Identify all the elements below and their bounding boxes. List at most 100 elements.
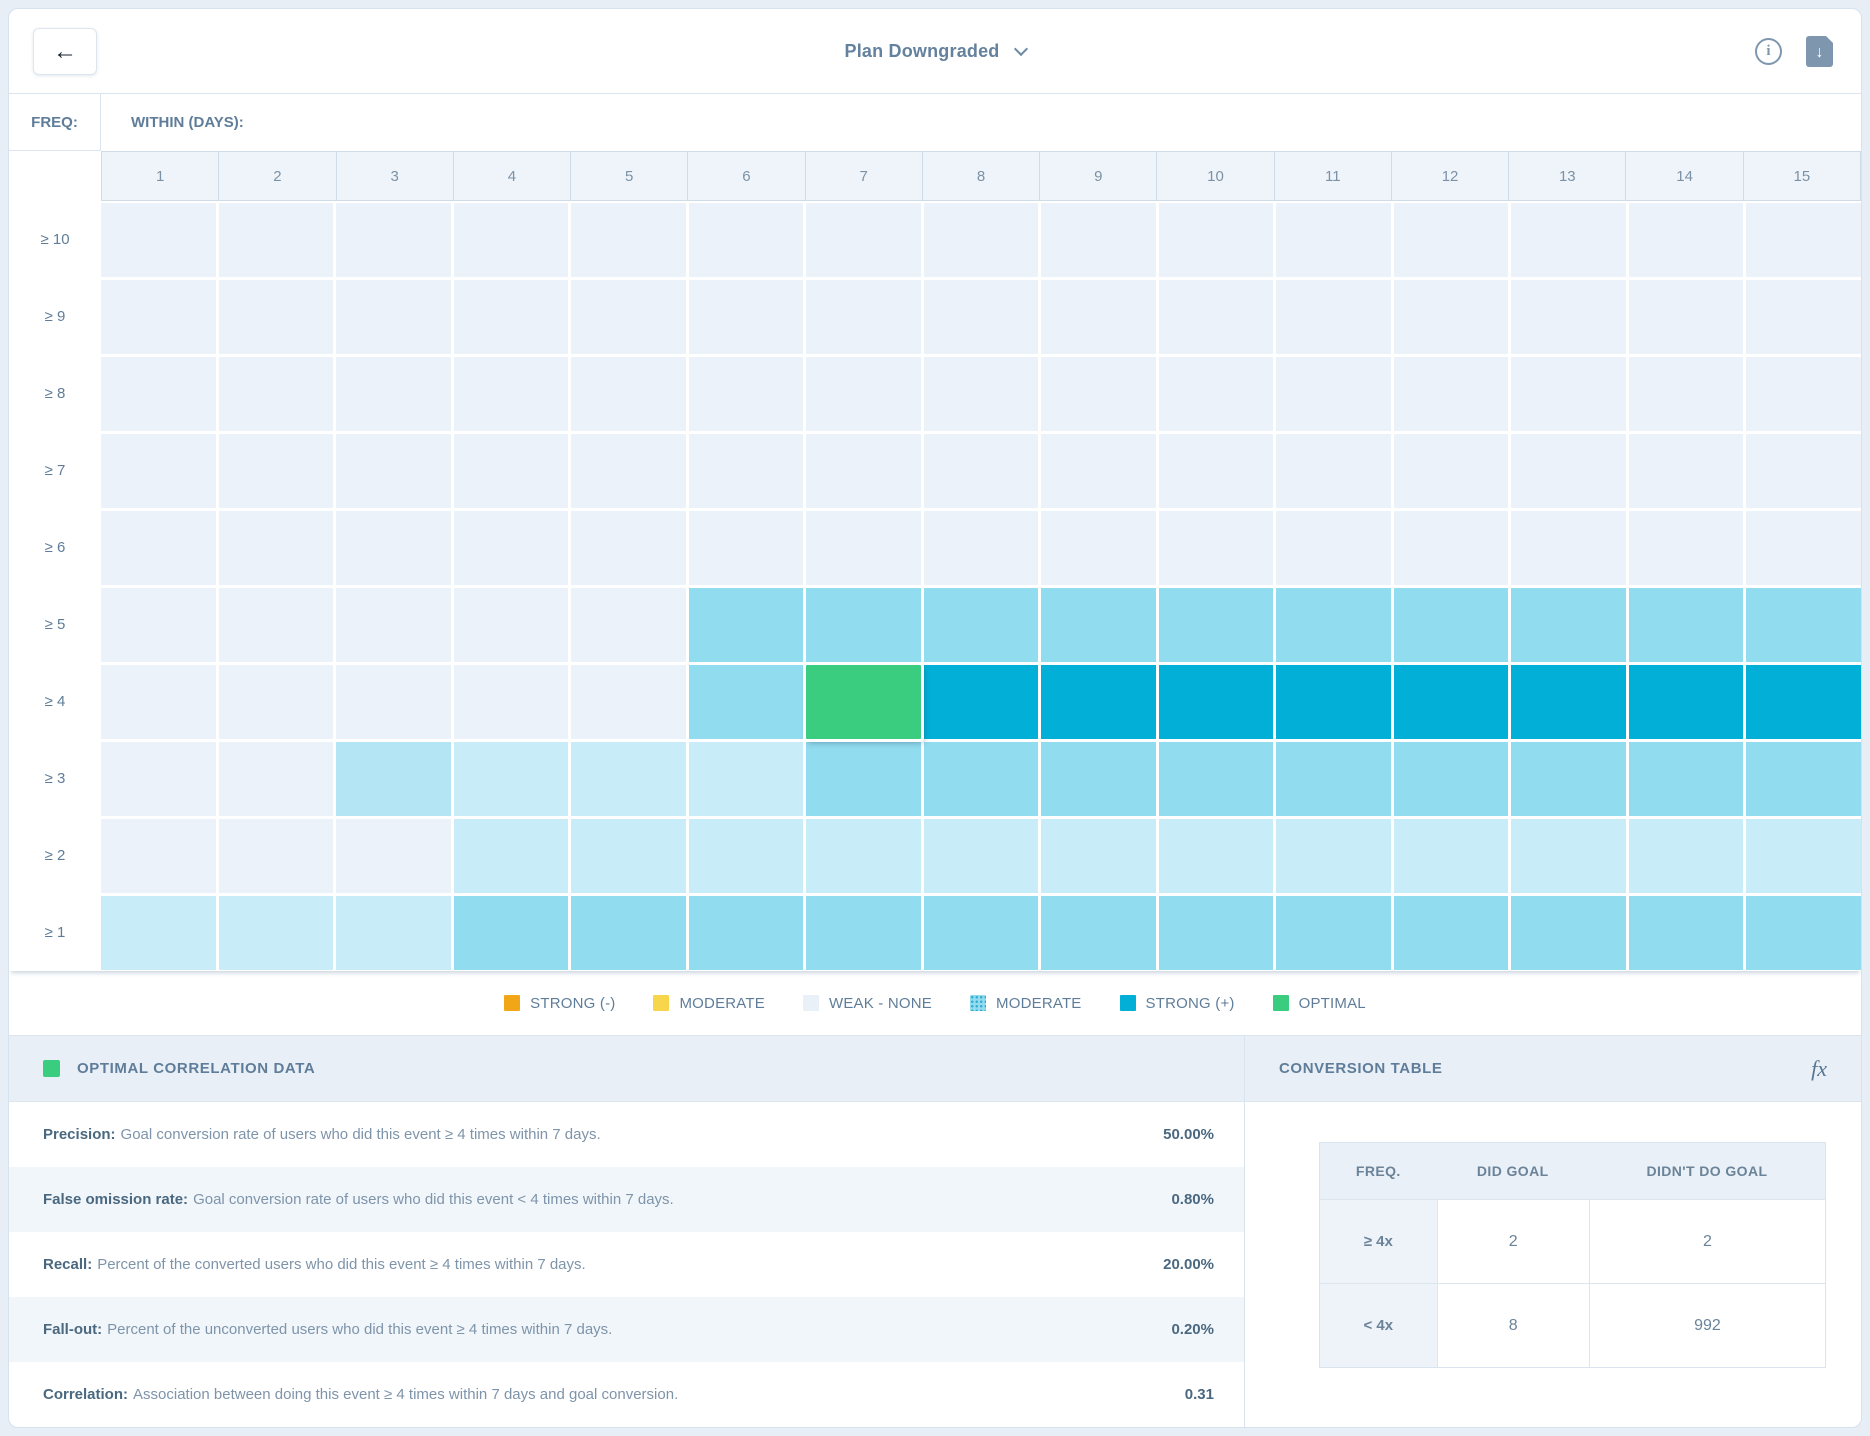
- heatmap-cell[interactable]: [688, 664, 804, 739]
- heatmap-cell[interactable]: [1276, 433, 1391, 508]
- heatmap-cell[interactable]: [1393, 202, 1509, 277]
- heatmap-cell[interactable]: [1628, 587, 1744, 662]
- heatmap-cell[interactable]: [218, 818, 334, 893]
- heatmap-cell[interactable]: [1746, 202, 1861, 277]
- heatmap-cell[interactable]: [923, 818, 1039, 893]
- heatmap-cell[interactable]: [571, 356, 686, 431]
- heatmap-cell[interactable]: [453, 356, 569, 431]
- heatmap-cell[interactable]: [1393, 587, 1509, 662]
- heatmap-cell[interactable]: [218, 510, 334, 585]
- heatmap-cell[interactable]: [101, 433, 216, 508]
- heatmap-cell[interactable]: [1511, 895, 1626, 970]
- heatmap-cell[interactable]: [1158, 664, 1274, 739]
- heatmap-cell[interactable]: [218, 433, 334, 508]
- heatmap-cell[interactable]: [923, 202, 1039, 277]
- heatmap-cell[interactable]: [1746, 279, 1861, 354]
- heatmap-cell[interactable]: [1746, 356, 1861, 431]
- heatmap-cell[interactable]: [806, 356, 921, 431]
- heatmap-cell[interactable]: [1041, 741, 1156, 816]
- heatmap-cell[interactable]: [218, 895, 334, 970]
- heatmap-cell[interactable]: [1393, 356, 1509, 431]
- heatmap-cell[interactable]: [218, 202, 334, 277]
- heatmap-cell[interactable]: [1393, 818, 1509, 893]
- heatmap-cell[interactable]: [1511, 510, 1626, 585]
- heatmap-cell[interactable]: [1158, 895, 1274, 970]
- heatmap-cell[interactable]: [923, 279, 1039, 354]
- heatmap-cell[interactable]: [806, 279, 921, 354]
- heatmap-cell[interactable]: [688, 587, 804, 662]
- heatmap-cell[interactable]: [1746, 587, 1861, 662]
- heatmap-cell[interactable]: [688, 202, 804, 277]
- heatmap-cell[interactable]: [453, 741, 569, 816]
- heatmap-cell[interactable]: [1158, 587, 1274, 662]
- heatmap-cell[interactable]: [688, 818, 804, 893]
- heatmap-cell[interactable]: [1746, 510, 1861, 585]
- heatmap-cell[interactable]: [1041, 587, 1156, 662]
- heatmap-cell[interactable]: [1158, 818, 1274, 893]
- heatmap-cell[interactable]: [923, 741, 1039, 816]
- heatmap-cell[interactable]: [571, 664, 686, 739]
- heatmap-cell[interactable]: [688, 356, 804, 431]
- heatmap-cell[interactable]: [101, 587, 216, 662]
- heatmap-cell[interactable]: [1041, 202, 1156, 277]
- heatmap-cell[interactable]: [101, 741, 216, 816]
- heatmap-cell[interactable]: [336, 202, 451, 277]
- heatmap-cell[interactable]: [688, 741, 804, 816]
- heatmap-cell[interactable]: [1158, 433, 1274, 508]
- heatmap-cell[interactable]: [571, 433, 686, 508]
- heatmap-cell[interactable]: [1276, 356, 1391, 431]
- heatmap-cell[interactable]: [571, 587, 686, 662]
- heatmap-cell[interactable]: [688, 895, 804, 970]
- info-icon[interactable]: i: [1755, 38, 1782, 65]
- heatmap-cell[interactable]: [571, 202, 686, 277]
- heatmap-cell[interactable]: [1628, 279, 1744, 354]
- heatmap-cell[interactable]: [101, 664, 216, 739]
- heatmap-cell[interactable]: [1276, 510, 1391, 585]
- heatmap-cell[interactable]: [688, 279, 804, 354]
- heatmap-cell[interactable]: [453, 818, 569, 893]
- heatmap-cell[interactable]: [1041, 433, 1156, 508]
- heatmap-cell[interactable]: [453, 202, 569, 277]
- heatmap-cell[interactable]: [688, 510, 804, 585]
- heatmap-cell[interactable]: [571, 510, 686, 585]
- heatmap-cell[interactable]: [806, 818, 921, 893]
- heatmap-cell[interactable]: [1041, 895, 1156, 970]
- heatmap-cell[interactable]: [336, 818, 451, 893]
- heatmap-cell[interactable]: [806, 741, 921, 816]
- heatmap-cell[interactable]: [1393, 895, 1509, 970]
- heatmap-cell[interactable]: [453, 279, 569, 354]
- heatmap-cell[interactable]: [1511, 587, 1626, 662]
- heatmap-cell[interactable]: [1628, 202, 1744, 277]
- heatmap-cell[interactable]: [101, 895, 216, 970]
- heatmap-cell[interactable]: [1628, 664, 1744, 739]
- heatmap-cell[interactable]: [1746, 433, 1861, 508]
- heatmap-cell[interactable]: [218, 587, 334, 662]
- heatmap-cell[interactable]: [1628, 818, 1744, 893]
- heatmap-cell[interactable]: [1511, 741, 1626, 816]
- heatmap-cell[interactable]: [336, 741, 451, 816]
- heatmap-cell[interactable]: [1511, 818, 1626, 893]
- heatmap-cell[interactable]: [1511, 433, 1626, 508]
- heatmap-cell[interactable]: [571, 741, 686, 816]
- heatmap-cell[interactable]: [1628, 356, 1744, 431]
- heatmap-cell[interactable]: [453, 433, 569, 508]
- heatmap-cell[interactable]: [1276, 202, 1391, 277]
- heatmap-cell[interactable]: [806, 202, 921, 277]
- heatmap-cell[interactable]: [571, 818, 686, 893]
- heatmap-cell[interactable]: [218, 279, 334, 354]
- heatmap-cell[interactable]: [923, 510, 1039, 585]
- heatmap-cell[interactable]: [1393, 741, 1509, 816]
- heatmap-cell[interactable]: [1041, 818, 1156, 893]
- heatmap-cell[interactable]: [101, 818, 216, 893]
- heatmap-cell[interactable]: [1041, 356, 1156, 431]
- heatmap-cell[interactable]: [1511, 664, 1626, 739]
- heatmap-cell[interactable]: [336, 433, 451, 508]
- heatmap-cell[interactable]: [806, 587, 921, 662]
- heatmap-cell[interactable]: [336, 510, 451, 585]
- heatmap-cell[interactable]: [1158, 279, 1274, 354]
- heatmap-cell[interactable]: [1276, 587, 1391, 662]
- download-icon[interactable]: ↓: [1806, 35, 1834, 67]
- heatmap-cell[interactable]: [336, 895, 451, 970]
- heatmap-cell[interactable]: [1276, 895, 1391, 970]
- heatmap-cell[interactable]: [1628, 510, 1744, 585]
